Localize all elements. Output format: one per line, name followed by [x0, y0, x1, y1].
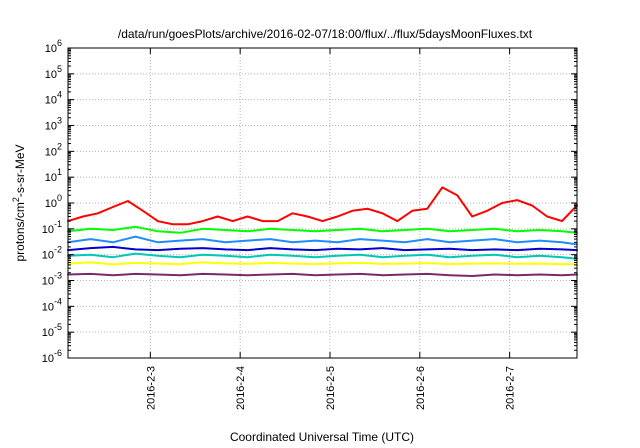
y-tick-label: 10-3: [42, 271, 62, 288]
plot-series: [67, 186, 578, 277]
y-tick-label: 10-4: [42, 296, 62, 313]
x-axis-label: Coordinated Universal Time (UTC): [230, 430, 414, 444]
series-line-4: [67, 245, 578, 252]
y-tick-label: 100: [45, 193, 62, 210]
x-tick-label: 2016-2-7: [505, 366, 517, 410]
y-tick-label: 10-2: [42, 245, 62, 262]
series-line-2: [67, 225, 578, 234]
y-tick-label: 10-1: [42, 219, 62, 236]
y-tick-label: 10-6: [42, 348, 62, 365]
y-tick-label: 106: [45, 38, 62, 55]
x-axis: 2016-2-3 2016-2-4 2016-2-5 2016-2-6 2016-2-7: [145, 48, 517, 410]
series-line-3: [67, 235, 578, 246]
y-tick-label: 104: [45, 90, 62, 107]
y-axis-label: protons/cm2-s-sr-MeV: [11, 144, 27, 261]
series-line-7: [67, 272, 578, 277]
y-tick-label: 103: [45, 116, 62, 133]
series-line-1: [67, 186, 578, 226]
chart-title: /data/run/goesPlots/archive/2016-02-07/1…: [118, 27, 533, 41]
y-tick-label: 105: [45, 64, 62, 81]
series-line-5: [67, 252, 578, 260]
x-tick-label: 2016-2-5: [325, 366, 337, 410]
y-tick-label: 101: [45, 167, 62, 184]
x-tick-label: 2016-2-4: [235, 366, 247, 410]
x-tick-label: 2016-2-6: [415, 366, 427, 410]
x-tick-label: 2016-2-3: [145, 366, 157, 410]
y-tick-label: 10-5: [42, 322, 62, 339]
y-tick-label: 102: [45, 141, 62, 158]
y-axis: 10-6 10-5 10-4 10-3 10-2 10-1 100 101 102 103 104 1…: [42, 38, 577, 365]
series-line-6: [67, 261, 578, 266]
